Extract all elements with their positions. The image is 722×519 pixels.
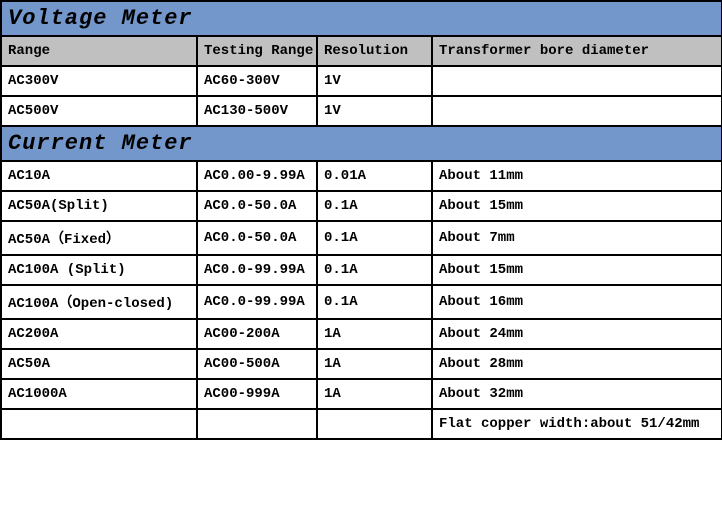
table-cell: AC100A（Open-closed) xyxy=(2,285,197,319)
table-cell: 1A xyxy=(317,379,432,409)
table-row: AC10AAC0.00-9.99A0.01AAbout 11mm xyxy=(2,161,722,191)
table-cell: AC0.00-9.99A xyxy=(197,161,317,191)
table-cell: About 11mm xyxy=(432,161,722,191)
table-cell: AC200A xyxy=(2,319,197,349)
spec-table-container: Voltage MeterRangeTesting RangeResolutio… xyxy=(0,0,722,440)
table-cell: 1A xyxy=(317,319,432,349)
table-cell: AC00-200A xyxy=(197,319,317,349)
section-title: Current Meter xyxy=(2,126,722,161)
table-cell: 1V xyxy=(317,96,432,126)
table-row: AC100A（Open-closed)AC0.0-99.99A0.1AAbout… xyxy=(2,285,722,319)
table-cell: 1V xyxy=(317,66,432,96)
table-row: AC200AAC00-200A1AAbout 24mm xyxy=(2,319,722,349)
table-row: AC100A (Split)AC0.0-99.99A0.1AAbout 15mm xyxy=(2,255,722,285)
table-row: AC500VAC130-500V1V xyxy=(2,96,722,126)
spec-table: Voltage MeterRangeTesting RangeResolutio… xyxy=(2,2,722,440)
table-row: AC50A（Fixed）AC0.0-50.0A0.1AAbout 7mm xyxy=(2,221,722,255)
table-cell: About 32mm xyxy=(432,379,722,409)
table-cell: AC130-500V xyxy=(197,96,317,126)
table-row: AC50AAC00-500A1AAbout 28mm xyxy=(2,349,722,379)
table-cell: AC0.0-50.0A xyxy=(197,191,317,221)
section-title: Voltage Meter xyxy=(2,2,722,36)
table-cell: 1A xyxy=(317,349,432,379)
table-cell: AC50A（Fixed） xyxy=(2,221,197,255)
table-cell: AC50A xyxy=(2,349,197,379)
table-cell xyxy=(197,409,317,439)
table-row: AC1000AAC00-999A1AAbout 32mm xyxy=(2,379,722,409)
table-cell: AC0.0-99.99A xyxy=(197,285,317,319)
table-cell: AC10A xyxy=(2,161,197,191)
column-header: Transformer bore diameter xyxy=(432,36,722,66)
table-cell: About 15mm xyxy=(432,255,722,285)
table-cell: AC0.0-99.99A xyxy=(197,255,317,285)
table-cell: AC00-500A xyxy=(197,349,317,379)
table-cell: AC500V xyxy=(2,96,197,126)
table-row: Flat copper width:about 51/42mm xyxy=(2,409,722,439)
table-cell: 0.1A xyxy=(317,285,432,319)
table-cell: About 24mm xyxy=(432,319,722,349)
table-cell xyxy=(317,409,432,439)
table-cell xyxy=(432,66,722,96)
table-cell: AC60-300V xyxy=(197,66,317,96)
table-cell: About 16mm xyxy=(432,285,722,319)
column-header: Range xyxy=(2,36,197,66)
table-cell: AC1000A xyxy=(2,379,197,409)
table-cell: 0.1A xyxy=(317,191,432,221)
table-cell: About 28mm xyxy=(432,349,722,379)
table-cell: About 7mm xyxy=(432,221,722,255)
table-cell xyxy=(2,409,197,439)
table-cell: 0.1A xyxy=(317,255,432,285)
table-row: AC300VAC60-300V1V xyxy=(2,66,722,96)
table-cell: 0.01A xyxy=(317,161,432,191)
table-cell: AC100A (Split) xyxy=(2,255,197,285)
column-header: Resolution xyxy=(317,36,432,66)
table-cell xyxy=(432,96,722,126)
table-row: AC50A(Split)AC0.0-50.0A0.1AAbout 15mm xyxy=(2,191,722,221)
table-cell: Flat copper width:about 51/42mm xyxy=(432,409,722,439)
table-cell: AC50A(Split) xyxy=(2,191,197,221)
table-cell: AC00-999A xyxy=(197,379,317,409)
table-cell: AC0.0-50.0A xyxy=(197,221,317,255)
column-header: Testing Range xyxy=(197,36,317,66)
table-cell: About 15mm xyxy=(432,191,722,221)
table-cell: AC300V xyxy=(2,66,197,96)
table-cell: 0.1A xyxy=(317,221,432,255)
